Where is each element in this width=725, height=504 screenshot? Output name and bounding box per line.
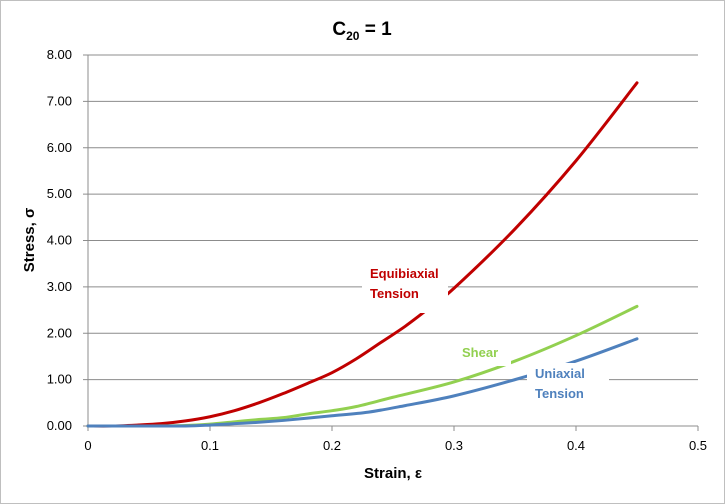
- chart-title-subscript: 20: [346, 29, 360, 43]
- x-tick-label: 0: [84, 438, 91, 453]
- chart-title-base: C: [332, 19, 346, 40]
- x-tick-label: 0.2: [323, 438, 341, 453]
- annotation-mask-equibiaxial-tension: [362, 263, 448, 313]
- x-tick-label: 0.4: [567, 438, 585, 453]
- series-label-uniaxial-tension: Tension: [535, 386, 584, 401]
- series-line-uniaxial-tension: [86, 337, 639, 428]
- annotation-mask-uniaxial-tension: [527, 363, 609, 409]
- y-tick-label: 4.00: [47, 233, 72, 248]
- y-tick-label: 1.00: [47, 372, 72, 387]
- chart-title-rest: = 1: [359, 19, 392, 40]
- y-tick-label: 6.00: [47, 140, 72, 155]
- gridlines: [88, 54, 698, 381]
- tick-labels: 0.00 1.00 2.00 3.00 4.00 5.00 6.00 7.00 8.00 0 0.1…: [47, 47, 707, 453]
- x-tick-label: 0.5: [689, 438, 707, 453]
- annotation-mask-shear: [455, 342, 511, 366]
- y-tick-label: 2.00: [47, 325, 72, 340]
- series-label-shear: Shear: [462, 345, 498, 360]
- annotation-masks: [362, 263, 609, 409]
- series-label-equibiaxial-tension: Equibiaxial: [370, 266, 439, 281]
- chart-title: C20 = 1: [332, 19, 392, 43]
- y-tick-label: 7.00: [47, 93, 72, 108]
- y-tick-label: 8.00: [47, 47, 72, 62]
- y-tick-label: 3.00: [47, 279, 72, 294]
- x-axis-title: Strain, ε: [364, 465, 422, 482]
- series-label-uniaxial-tension: Uniaxial: [535, 366, 585, 381]
- annotations: Equibiaxial Tension Shear Uniaxial Tension: [370, 266, 585, 401]
- series-label-equibiaxial-tension: Tension: [370, 286, 419, 301]
- y-tick-label: 0.00: [47, 418, 72, 433]
- x-tick-label: 0.1: [201, 438, 219, 453]
- y-tick-label: 5.00: [47, 186, 72, 201]
- y-axis-title: Stress, σ: [21, 208, 38, 272]
- series-line-equibiaxial-tension: [86, 81, 639, 428]
- x-tick-label: 0.3: [445, 438, 463, 453]
